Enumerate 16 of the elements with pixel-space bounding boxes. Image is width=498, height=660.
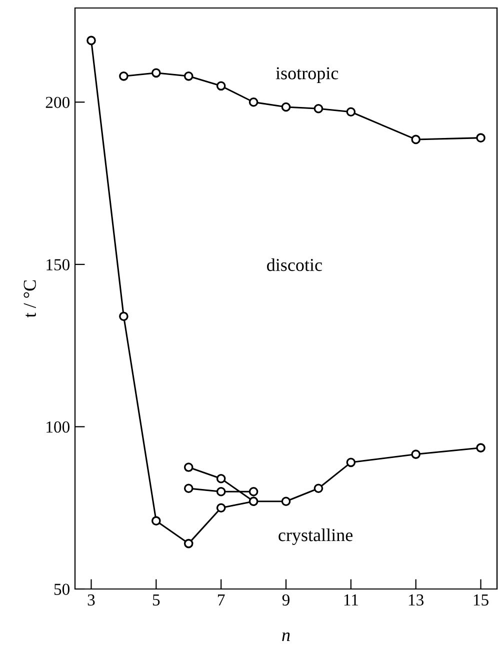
x-tick-label: 9 [282,594,290,606]
y-tick-label: 200 [46,96,70,108]
x-tick-label: 13 [408,594,424,606]
y-tick-label: 150 [46,259,70,270]
annotation: discotic [267,258,322,272]
annotation: crystalline [278,528,353,545]
x-tick-label: 15 [474,594,488,606]
y-tick-label: 50 [54,584,70,595]
x-tick-label: 7 [218,594,225,606]
annotation: isotropic [276,67,338,83]
x-tick-label: 5 [152,594,160,606]
x-tick-label: 11 [344,594,358,606]
x-tick-label: 3 [88,594,95,606]
y-tick-label: 100 [46,421,70,433]
x-axis-title: n [282,632,290,641]
y-axis-title: t / °C [24,280,36,318]
